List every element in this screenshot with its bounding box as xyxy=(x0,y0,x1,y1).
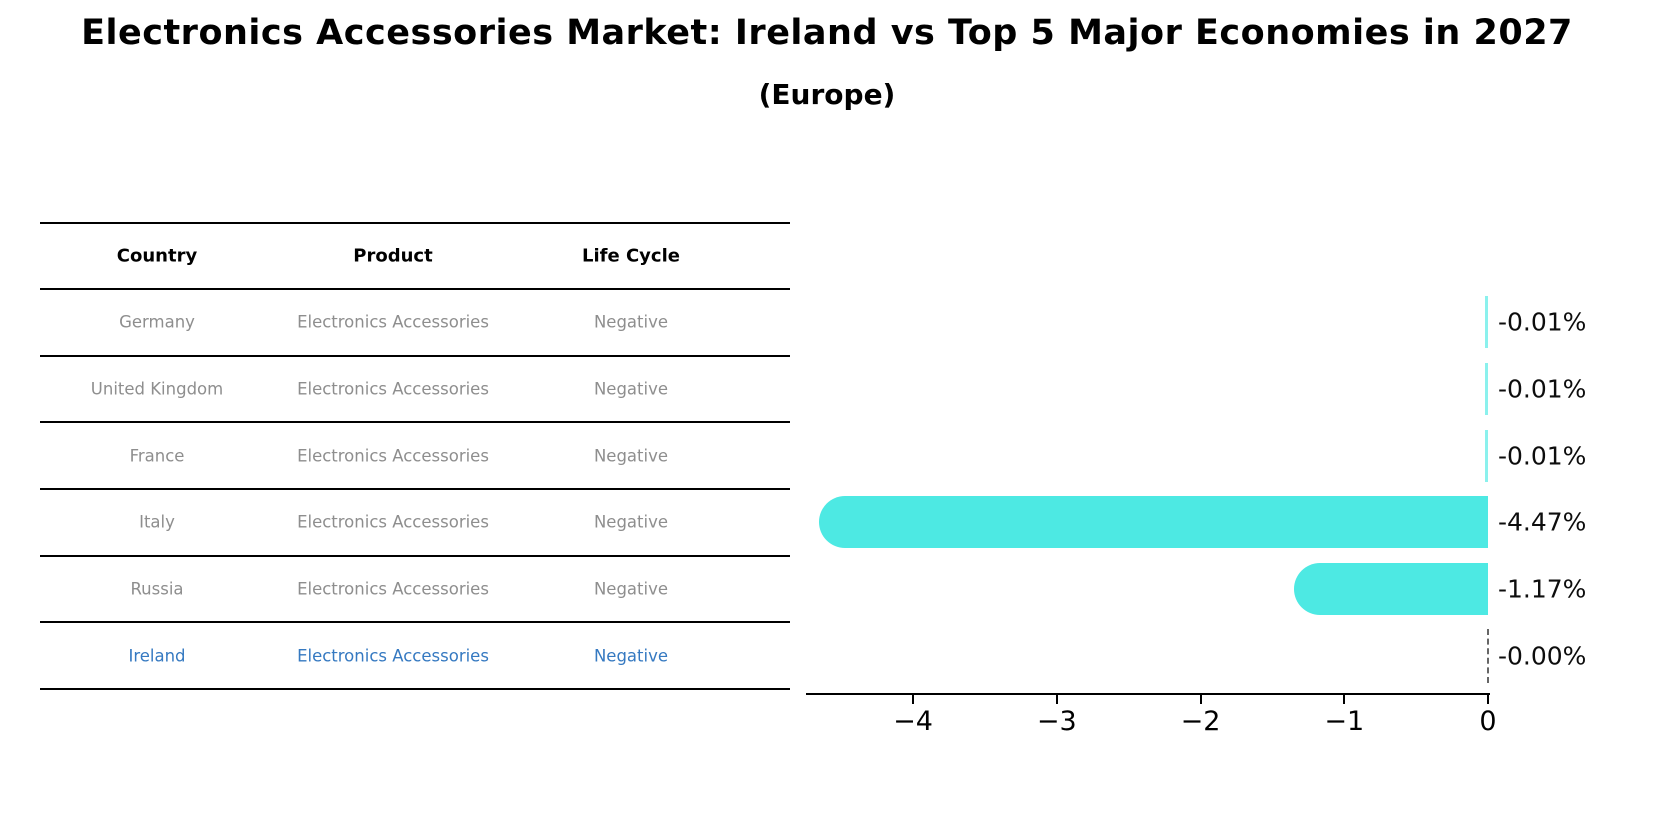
bar-value-label-united-kingdom: -0.01% xyxy=(1498,374,1587,404)
x-axis-tick xyxy=(1343,695,1346,704)
bar-italy xyxy=(819,496,1488,549)
column-header-country: Country xyxy=(116,245,198,267)
table-cell-product: Electronics Accessories xyxy=(297,579,489,599)
x-axis-tick-label: −1 xyxy=(1324,705,1365,737)
bar-value-label-italy: -4.47% xyxy=(1498,507,1587,537)
bar-russia xyxy=(1293,563,1488,616)
table-cell-country: Italy xyxy=(139,512,175,532)
x-axis-tick xyxy=(1199,695,1202,704)
table-rule xyxy=(40,421,790,424)
table-cell-product: Electronics Accessories xyxy=(297,312,489,332)
bar-value-label-russia: -1.17% xyxy=(1498,574,1587,604)
table-cell-product: Electronics Accessories xyxy=(297,646,489,666)
bar-united-kingdom xyxy=(1485,363,1488,416)
column-header-life-cycle: Life Cycle xyxy=(582,245,680,267)
x-axis-tick-label: −2 xyxy=(1180,705,1221,737)
table-cell-life_cycle: Negative xyxy=(593,512,669,532)
x-axis-tick-label: −4 xyxy=(893,705,933,737)
table-cell-country: Russia xyxy=(130,579,184,599)
table-rule xyxy=(40,687,790,690)
table-cell-life_cycle: Negative xyxy=(593,312,669,332)
table-rule xyxy=(40,621,790,624)
x-axis-tick xyxy=(1055,695,1058,704)
chart-title: Electronics Accessories Market: Ireland … xyxy=(81,13,1573,53)
table-rule xyxy=(40,221,790,224)
table-cell-life_cycle: Negative xyxy=(593,579,669,599)
x-axis-tick xyxy=(912,695,914,704)
table-rule xyxy=(40,354,790,357)
table-cell-product: Electronics Accessories xyxy=(297,512,489,532)
table-cell-life_cycle: Negative xyxy=(593,379,669,399)
x-axis-line xyxy=(806,692,1490,695)
table-cell-product: Electronics Accessories xyxy=(297,379,489,399)
table-cell-country: Germany xyxy=(119,312,195,332)
table-cell-country: France xyxy=(129,446,185,466)
table-rule xyxy=(40,554,790,557)
x-axis-tick-label: 0 xyxy=(1479,705,1497,737)
bar-value-label-germany: -0.01% xyxy=(1498,307,1587,337)
table-cell-country: United Kingdom xyxy=(90,379,224,399)
bar-value-label-ireland: -0.00% xyxy=(1498,641,1587,671)
bar-germany xyxy=(1485,296,1488,349)
table-cell-country: Ireland xyxy=(128,646,186,666)
bar-value-label-france: -0.01% xyxy=(1498,441,1587,471)
table-cell-product: Electronics Accessories xyxy=(297,446,489,466)
table-cell-life_cycle: Negative xyxy=(593,446,669,466)
bar-france xyxy=(1485,429,1488,482)
x-axis-tick xyxy=(1487,695,1489,704)
x-axis-tick-label: −3 xyxy=(1036,705,1077,737)
chart-subtitle: (Europe) xyxy=(758,78,896,111)
column-header-product: Product xyxy=(353,245,433,267)
table-rule xyxy=(40,288,790,291)
zero-dashed-line-ireland xyxy=(1487,628,1489,683)
table-cell-life_cycle: Negative xyxy=(593,646,669,666)
table-rule xyxy=(40,488,790,491)
